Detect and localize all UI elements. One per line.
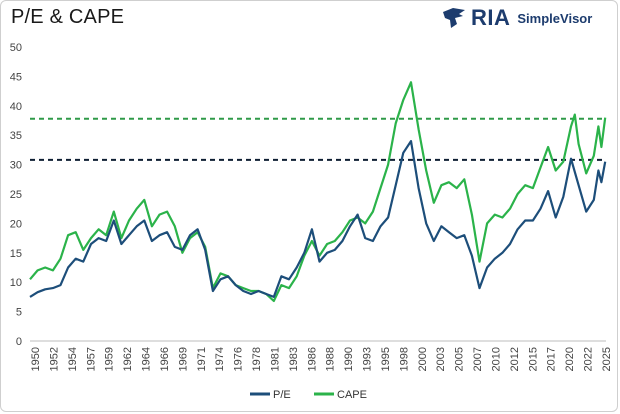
y-tick-label: 40 xyxy=(10,101,22,113)
y-tick-label: 50 xyxy=(10,42,22,54)
x-tick-label: 1969 xyxy=(177,347,189,371)
series-line-cape xyxy=(29,81,607,303)
x-tick-label: 1986 xyxy=(306,347,318,371)
x-tick-label: 2022 xyxy=(583,347,595,371)
y-tick-label: 10 xyxy=(10,277,22,289)
x-tick-label: 2015 xyxy=(527,347,539,371)
x-tick-label: 1998 xyxy=(398,347,410,371)
legend-label-cape: CAPE xyxy=(337,389,367,401)
y-tick-label: 25 xyxy=(10,189,22,201)
x-tick-label: 1981 xyxy=(269,347,281,371)
x-tick-label: 1995 xyxy=(380,347,392,371)
y-tick-label: 45 xyxy=(10,71,22,83)
chart-title: P/E & CAPE xyxy=(11,6,125,28)
x-tick-label: 1954 xyxy=(67,347,79,371)
y-tick-label: 20 xyxy=(10,218,22,230)
x-tick-label: 2010 xyxy=(490,347,502,371)
x-tick-label: 1990 xyxy=(343,347,355,371)
x-tick-label: 1952 xyxy=(48,347,60,371)
x-tick-label: 1976 xyxy=(233,347,245,371)
brand-name: RIA xyxy=(471,5,511,30)
x-tick-label: 1966 xyxy=(159,347,171,371)
x-tick-label: 1988 xyxy=(325,347,337,371)
eagle-logo-icon xyxy=(443,8,465,28)
x-tick-label: 1950 xyxy=(30,347,42,371)
x-tick-label: 1962 xyxy=(122,347,134,371)
x-tick-label: 1983 xyxy=(288,347,300,371)
x-tick-label: 1974 xyxy=(214,347,226,371)
x-tick-label: 2007 xyxy=(472,347,484,371)
y-tick-label: 30 xyxy=(10,160,22,172)
x-tick-label: 2003 xyxy=(435,347,447,371)
x-tick-label: 1964 xyxy=(141,347,153,371)
x-tick-label: 2017 xyxy=(546,347,558,371)
x-tick-label: 2020 xyxy=(564,347,576,371)
x-tick-label: 1978 xyxy=(251,347,263,371)
x-tick-label: 1971 xyxy=(196,347,208,371)
x-tick-label: 1957 xyxy=(85,347,97,371)
y-tick-label: 5 xyxy=(16,307,22,319)
brand-subtitle: SimpleVisor xyxy=(517,10,593,26)
x-tick-label: 1959 xyxy=(104,347,116,371)
brand-logo: RIA SimpleVisor xyxy=(441,4,592,32)
y-tick-label: 15 xyxy=(10,248,22,260)
legend-label-pe: P/E xyxy=(273,389,291,401)
y-tick-label: 0 xyxy=(16,336,22,348)
x-tick-label: 2012 xyxy=(509,347,521,371)
x-tick-label: 2000 xyxy=(417,347,429,371)
x-tick-label: 1993 xyxy=(362,347,374,371)
x-tick-label: 2025 xyxy=(601,347,613,371)
x-tick-label: 2005 xyxy=(454,347,466,371)
series-line-pe xyxy=(29,140,607,298)
y-tick-label: 35 xyxy=(10,130,22,142)
